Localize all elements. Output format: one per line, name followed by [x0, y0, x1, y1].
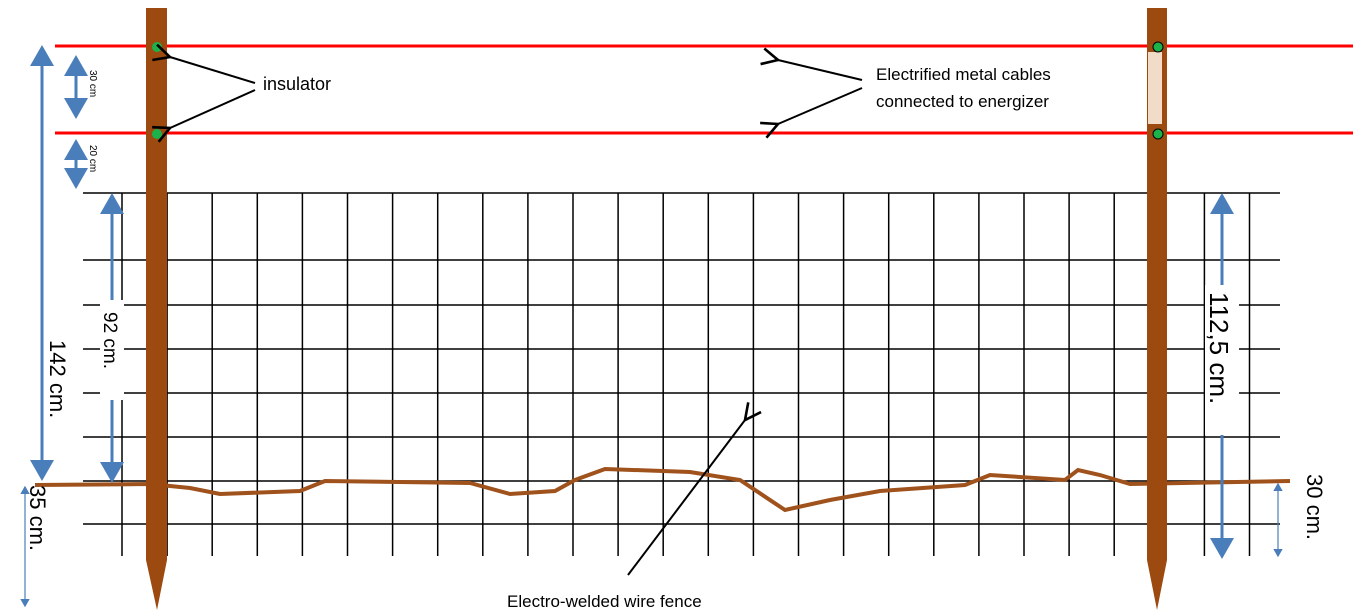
pointer-arrow: [778, 60, 863, 81]
fence-post: [1147, 8, 1167, 610]
dimension-label: 92 cm.: [99, 312, 120, 369]
insulator: [152, 42, 162, 52]
fence-label: Electro-welded wire fence: [507, 592, 702, 611]
dimension-label: 30 cm: [87, 70, 98, 97]
fence-post: [146, 8, 167, 610]
pointer-arrow: [170, 57, 256, 84]
pointer-arrow: [170, 89, 256, 128]
insulator: [152, 129, 162, 139]
label-background: [1205, 285, 1239, 435]
pointer-arrow: [778, 87, 863, 124]
insulator-label: insulator: [263, 74, 331, 94]
dimension-label: 112,5 cm.: [1204, 292, 1234, 404]
ground-line: [34, 466, 1291, 513]
insulator: [1152, 128, 1164, 140]
pointer-arrow: [627, 420, 745, 576]
dimension-label: 35 cm.: [25, 485, 50, 551]
insulator: [1152, 41, 1164, 53]
dimension-label: 30 cm.: [1302, 474, 1327, 540]
cables-label: connected to energizer: [876, 92, 1049, 111]
wire-mesh: [83, 192, 1280, 556]
dimension-label: 20 cm: [87, 145, 98, 172]
cables-label: Electrified metal cables: [876, 65, 1051, 84]
dimension-label: 142 cm.: [45, 340, 70, 418]
label-background: [100, 300, 124, 400]
post-plate: [1148, 52, 1162, 124]
